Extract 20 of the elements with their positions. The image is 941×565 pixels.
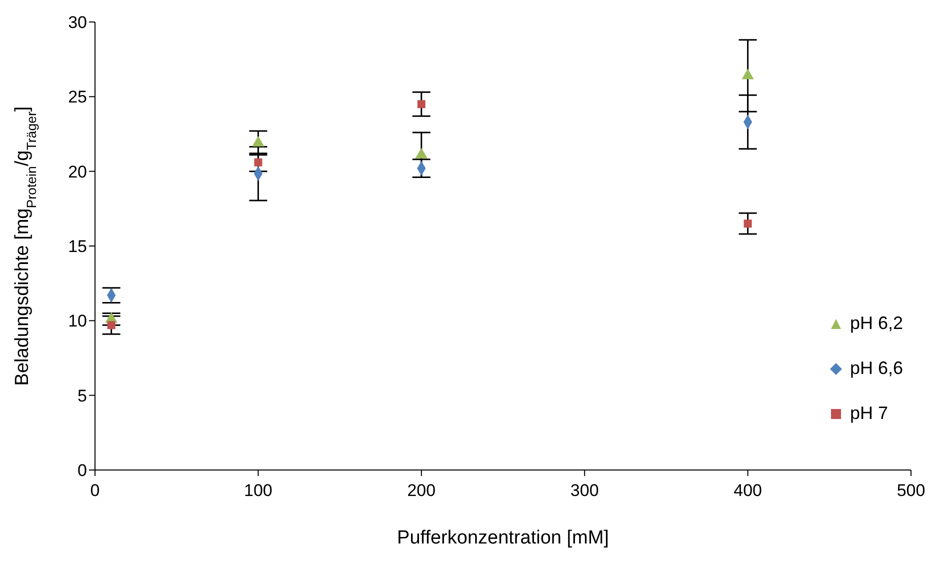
x-tick-label: 300 [570, 481, 599, 500]
point [744, 220, 752, 228]
legend-label: pH 6,6 [850, 358, 903, 379]
y-tick-label: 30 [68, 13, 87, 32]
y-tick-label: 25 [68, 88, 87, 107]
y-tick-label: 15 [68, 237, 87, 256]
x-tick-label: 100 [244, 481, 272, 500]
point [254, 158, 262, 166]
point [417, 100, 426, 108]
x-axis-title: Pufferkonzentration [mM] [397, 527, 609, 548]
y-tick-label: 10 [68, 312, 87, 331]
y-tick-label: 20 [68, 162, 87, 182]
y-tick-label: 5 [78, 386, 87, 406]
legend-label: pH 7 [850, 403, 888, 424]
x-tick-label: 500 [896, 481, 926, 500]
x-tick-label: 200 [407, 481, 436, 500]
x-tick-label: 400 [734, 481, 762, 500]
legend-label: pH 6,2 [850, 313, 903, 334]
x-tick-label: 0 [90, 481, 100, 500]
y-tick-label: 0 [78, 461, 87, 480]
